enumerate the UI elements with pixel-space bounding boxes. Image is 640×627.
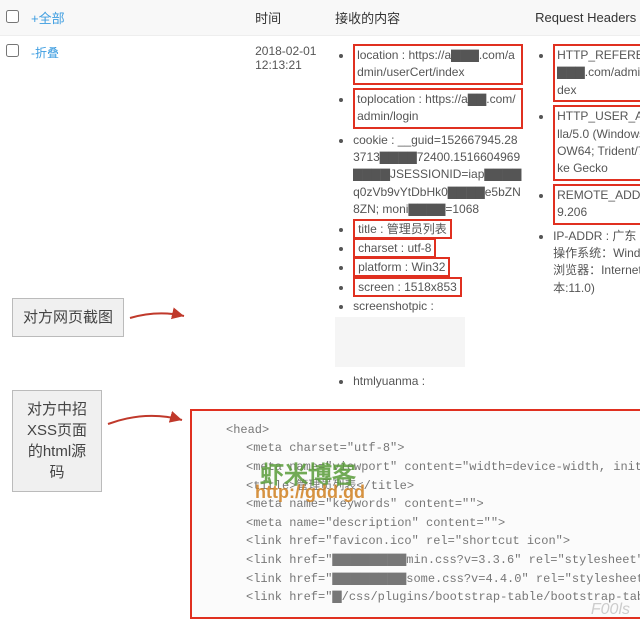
field-title: title : 管理员列表 [353,219,452,239]
watermark-corner: F00ls [591,601,630,619]
field-ipaddr: IP-ADDR : 广东 深圳 操作系统：Windows 10.0 浏览器：In… [553,228,640,298]
code-line: <link href="▇▇▇▇▇▇▇▇some.css?v=4.4.0" re… [206,570,640,589]
code-line: <meta name="description" content=""> [206,514,640,533]
cell-time: 2018-02-01 12:13:21 [249,36,329,401]
col-time: 时间 [249,0,329,36]
col-reqh: Request Headers [529,0,640,36]
code-line: <title>管理员列表</title> [206,477,640,496]
screenshot-thumbnail[interactable] [335,317,465,367]
code-line: <link href="▇▇▇▇▇▇▇▇min.css?v=3.3.6" rel… [206,551,640,570]
callout-htmlsource: 对方中招XSS页面的html源码 [12,390,102,492]
field-platform: platform : Win32 [353,257,450,277]
field-screen: screen : 1518x853 [353,277,462,297]
field-cookie: cookie : __guid=152667945.283713▇▇▇▇7240… [353,132,523,219]
code-line: <link href="favicon.ico" rel="shortcut i… [206,532,640,551]
code-line: <meta name="keywords" content=""> [206,495,640,514]
code-line: <meta charset="utf-8"> [206,439,640,458]
html-source-box: <head> <meta charset="utf-8"> <meta name… [190,409,640,619]
row-checkbox[interactable] [6,44,19,57]
select-all-checkbox[interactable] [6,10,19,23]
code-line: <link href="▇/css/plugins/bootstrap-tabl… [206,588,640,607]
code-line: <meta name="viewport" content="width=dev… [206,458,640,477]
col-content: 接收的内容 [329,0,529,36]
code-line: <head> [206,421,640,440]
field-toplocation: toplocation : https://a▇▇.com/admin/logi… [353,88,523,129]
cell-content: location : https://a▇▇▇.com/admin/userCe… [329,36,529,401]
field-remoteaddr: REMOTE_ADDR : 18▇▇▇▇9.206 [553,184,640,225]
cell-reqh: HTTP_REFERER : https://a▇▇▇.com/admin/us… [529,36,640,401]
table-row: -折叠 2018-02-01 12:13:21 location : https… [0,36,640,401]
toggle-collapse[interactable]: -折叠 [31,46,59,60]
arrow-icon [128,306,188,330]
col-selectall-link[interactable]: +全部 [25,0,249,36]
field-referer: HTTP_REFERER : https://a▇▇▇.com/admin/us… [553,44,640,102]
field-location: location : https://a▇▇▇.com/admin/userCe… [353,44,523,85]
arrow-icon [106,408,186,436]
field-screenshot-label: screenshotpic : [353,298,523,315]
field-charset: charset : utf-8 [353,238,436,258]
field-useragent: HTTP_USER_AGENT : Mozilla/5.0 (Windows N… [553,105,640,181]
field-htmlyuanma-label: htmlyuanma : [353,373,523,390]
callout-screenshot: 对方网页截图 [12,298,124,337]
